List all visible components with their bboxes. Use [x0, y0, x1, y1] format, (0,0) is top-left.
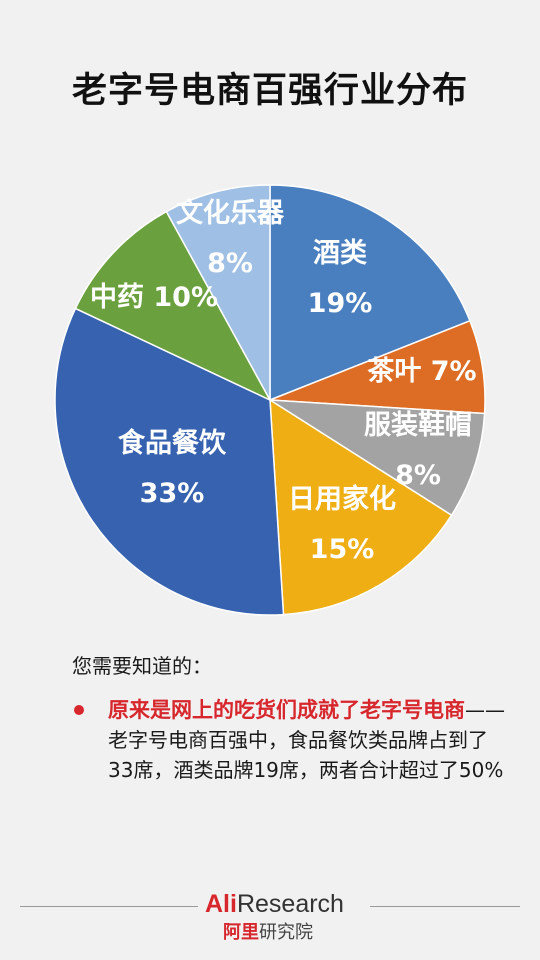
slice-label-6: 中药 10%: [90, 282, 218, 313]
slice-name-5: 食品餐饮: [118, 427, 227, 459]
notes-section: 您需要知道的： 原来是网上的吃货们成就了老字号电商——老字号电商百强中，食品餐饮…: [72, 650, 512, 785]
slice-name-4: 日用家化: [288, 483, 396, 515]
note-bullet: 原来是网上的吃货们成就了老字号电商——老字号电商百强中，食品餐饮类品牌占到了33…: [72, 695, 512, 785]
bullet-icon: [74, 705, 84, 715]
slice-value-1: 19%: [308, 288, 373, 319]
pie-slice-5: [54, 307, 285, 616]
slice-name-3: 服装鞋帽: [364, 410, 472, 441]
notes-heading: 您需要知道的：: [72, 654, 212, 678]
slice-value-7: 8%: [207, 248, 253, 279]
pie-slice-4: [269, 398, 453, 616]
pie-slice-6: [74, 210, 272, 402]
chart-title: 老字号电商百强行业分布: [71, 71, 468, 111]
logo-cn-brand: 阿里: [223, 922, 259, 943]
logo-cn-rest: 研究院: [259, 922, 313, 943]
note-highlight: 原来是网上的吃货们成就了老字号电商: [108, 698, 465, 722]
slice-value-3: 8%: [395, 460, 441, 491]
logo-research-text: Research: [236, 890, 344, 918]
slice-name-7: 文化乐器: [176, 197, 285, 229]
footer-divider-right: [370, 906, 520, 907]
pie-slice-1: [269, 184, 471, 402]
slice-label-2: 茶叶 7%: [367, 356, 476, 387]
logo-chinese: 阿里研究院: [223, 918, 313, 944]
pie-slice-7: [165, 184, 271, 401]
logo-ali-text: Ali: [205, 890, 237, 918]
footer-divider-left: [20, 906, 198, 907]
slice-name-1: 酒类: [313, 238, 367, 269]
slice-value-5: 33%: [140, 478, 205, 509]
footer: AliResearch 阿里研究院: [0, 868, 540, 948]
pie-slice-3: [269, 399, 486, 517]
slice-value-4: 15%: [310, 534, 375, 565]
aliresearch-logo: AliResearch: [205, 890, 344, 919]
note-body: ——老字号电商百强中，食品餐饮类品牌占到了33席，酒类品牌19席，两者合计超过了…: [108, 698, 505, 782]
